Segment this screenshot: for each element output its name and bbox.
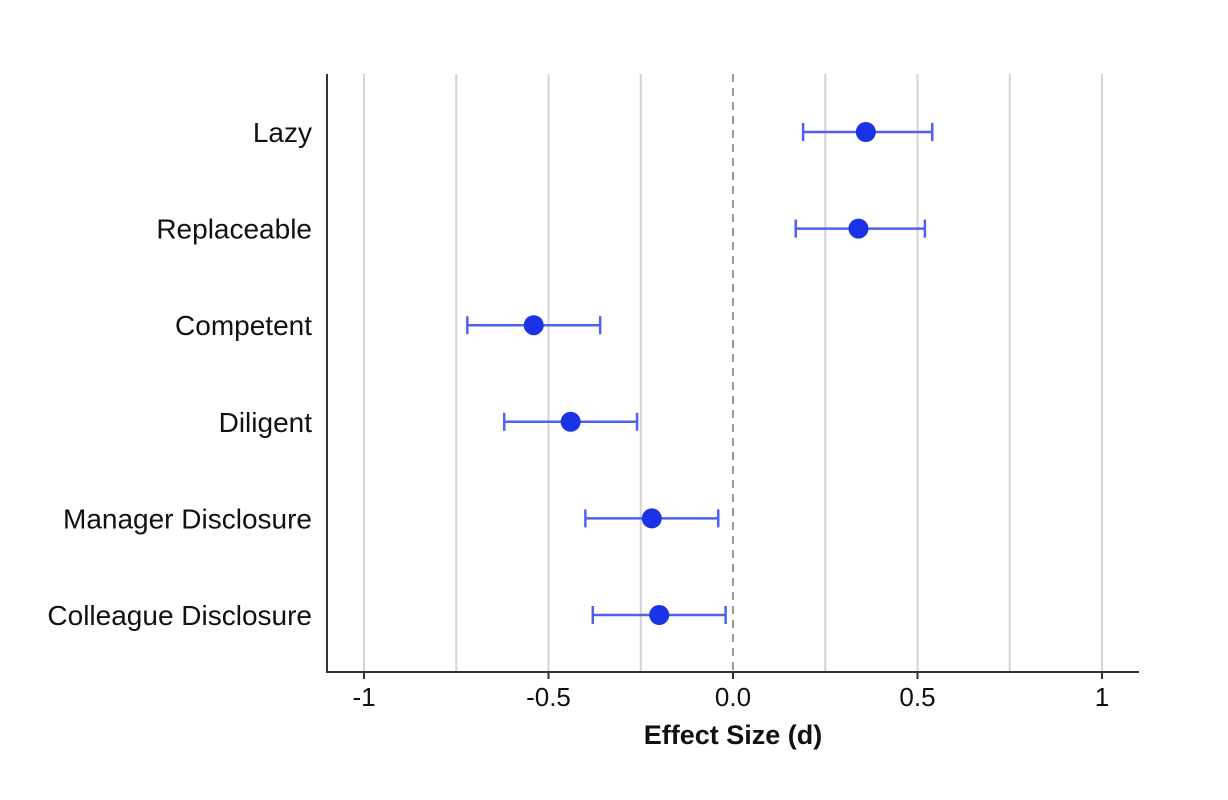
point-5: [649, 605, 670, 625]
category-label-5: Colleague Disclosure: [47, 600, 312, 631]
point-0: [855, 122, 876, 142]
points: [523, 122, 876, 625]
x-axis-title: Effect Size (d): [644, 720, 823, 750]
point-1: [848, 218, 869, 239]
x-tick-label-4: 1: [1095, 682, 1109, 712]
x-tick-label-1: -0.5: [526, 682, 571, 712]
error-bars: [466, 123, 934, 624]
point-2: [523, 315, 544, 336]
category-label-0: Lazy: [253, 117, 312, 148]
x-tick-label-0: -1: [352, 682, 375, 712]
category-label-3: Diligent: [219, 407, 313, 438]
category-labels: Lazy Replaceable Competent Diligent Manager …: [47, 117, 312, 631]
x-tick-labels: -1 -0.5 0.0 0.5 1: [352, 672, 1109, 712]
point-4: [641, 508, 662, 529]
category-label-1: Replaceable: [156, 214, 312, 245]
category-label-4: Manager Disclosure: [63, 503, 312, 534]
category-label-2: Competent: [175, 310, 312, 341]
gridlines: [363, 74, 1103, 671]
x-tick-label-2: 0.0: [715, 682, 751, 712]
point-3: [560, 411, 581, 432]
x-tick-label-3: 0.5: [899, 682, 935, 712]
